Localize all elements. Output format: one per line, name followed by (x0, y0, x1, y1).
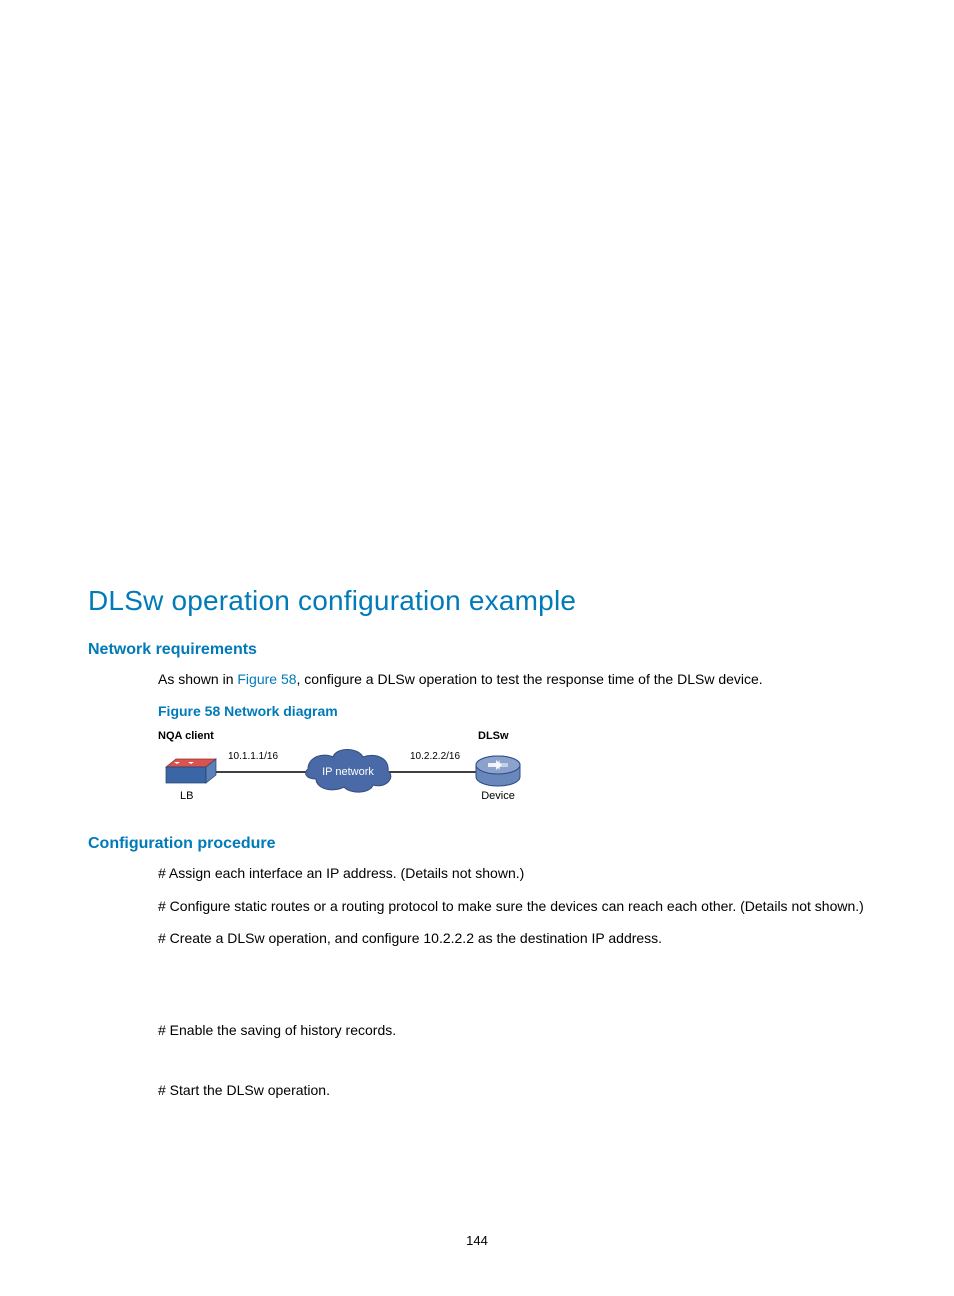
dlsw-label: DLSw (478, 730, 509, 742)
lb-device-icon (166, 759, 216, 783)
step-3: # Create a DLSw operation, and configure… (158, 928, 866, 948)
figure-link[interactable]: Figure 58 (237, 671, 296, 687)
figure-caption: Figure 58 Network diagram (158, 703, 866, 719)
device-label: Device (481, 790, 515, 802)
step-2: # Configure static routes or a routing p… (158, 896, 866, 916)
step-4: # Enable the saving of history records. (158, 1020, 866, 1040)
intro-paragraph: As shown in Figure 58, configure a DLSw … (158, 669, 866, 689)
lb-label: LB (180, 790, 193, 802)
intro-post: , configure a DLSw operation to test the… (297, 671, 763, 687)
right-ip-label: 10.2.2.2/16 (410, 751, 460, 762)
cloud-label: IP network (322, 766, 374, 778)
network-diagram: NQA client 10.1.1.1/16 LB IP network (158, 727, 558, 817)
heading-network-requirements: Network requirements (88, 641, 866, 659)
intro-pre: As shown in (158, 671, 237, 687)
page-number: 144 (0, 1233, 954, 1248)
nqa-client-label: NQA client (158, 730, 214, 742)
device-icon (476, 756, 520, 786)
step-1: # Assign each interface an IP address. (… (158, 863, 866, 883)
left-ip-label: 10.1.1.1/16 (228, 751, 278, 762)
page-title: DLSw operation configuration example (88, 585, 866, 617)
heading-config-procedure: Configuration procedure (88, 835, 866, 853)
step-5: # Start the DLSw operation. (158, 1080, 866, 1100)
